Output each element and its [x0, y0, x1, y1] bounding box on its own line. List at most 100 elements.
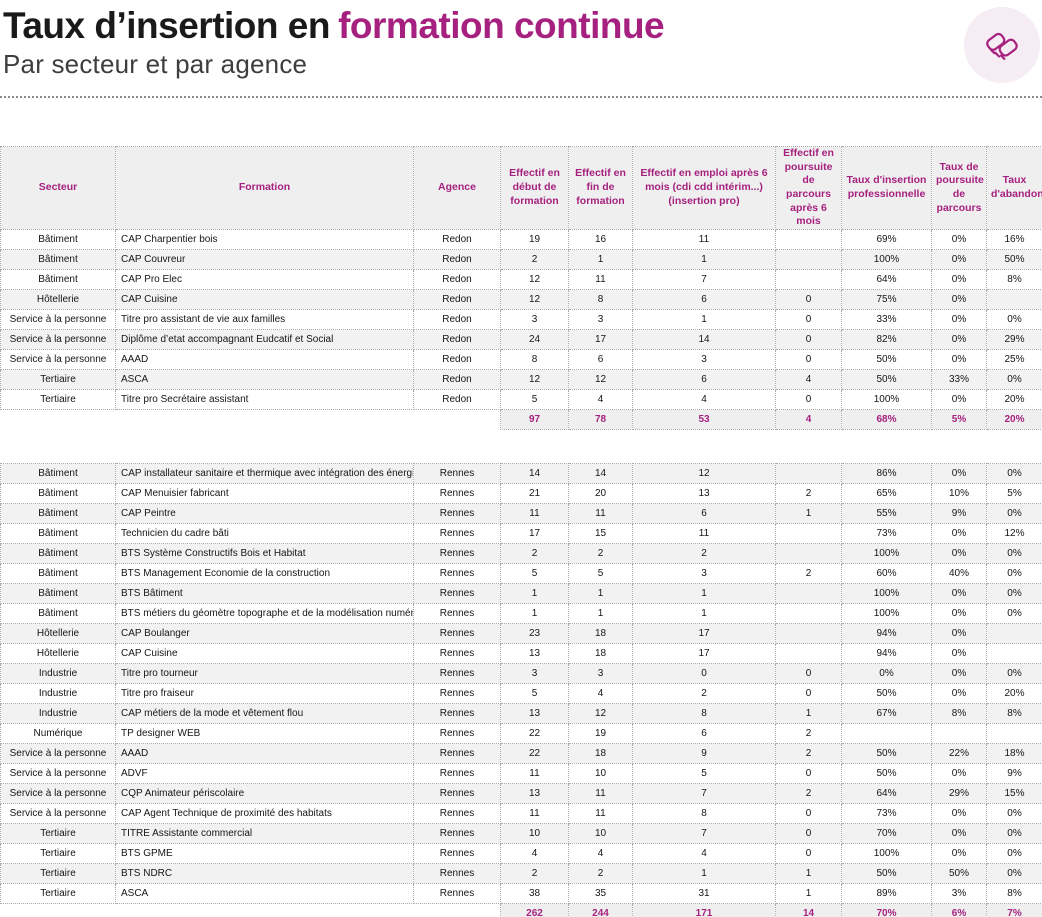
cell-formation: CAP installateur sanitaire et thermique … [115, 462, 414, 484]
cell-effectif-poursuite: 4 [775, 368, 842, 390]
table-row: Industrie Titre pro tourneur Rennes 3 3 0 0 0% 0… [0, 662, 1042, 684]
table-row: Hôtellerie CAP Cuisine Redon 12 8 6 0 75% 0% [0, 288, 1042, 310]
cell-formation: BTS GPME [115, 842, 414, 864]
cell-effectif-emploi: 2 [632, 682, 776, 704]
cell-secteur: Service à la personne [0, 762, 116, 784]
table-row: Bâtiment BTS métiers du géomètre topograp… [0, 602, 1042, 624]
cell-effectif-poursuite [775, 622, 842, 644]
cell-secteur: Hôtellerie [0, 622, 116, 644]
cell-taux-abandon: 0% [986, 368, 1042, 390]
report-header: Taux d’insertion en formation continue Pa… [0, 0, 1042, 87]
total-effectif-debut: 262 [500, 902, 569, 917]
cell-agence: Rennes [413, 682, 501, 704]
cell-effectif-poursuite [775, 462, 842, 484]
table-row: Hôtellerie CAP Cuisine Rennes 13 18 17 94% 0% [0, 642, 1042, 664]
cell-taux-insertion: 94% [841, 642, 932, 664]
cell-taux-insertion: 64% [841, 782, 932, 804]
handshake-icon [964, 7, 1040, 83]
cell-taux-insertion: 50% [841, 348, 932, 370]
cell-agence: Rennes [413, 462, 501, 484]
cell-formation: CAP Cuisine [115, 642, 414, 664]
column-header-formation: Formation [115, 146, 414, 230]
cell-formation: TITRE Assistante commercial [115, 822, 414, 844]
cell-effectif-emploi: 6 [632, 502, 776, 524]
table-row: Bâtiment CAP Peintre Rennes 11 11 6 1 55% 9% 0% [0, 502, 1042, 524]
total-row: 97 78 53 4 68% 5% 20% [0, 408, 1042, 430]
cell-effectif-fin: 11 [568, 502, 633, 524]
cell-agence: Rennes [413, 862, 501, 884]
cell-effectif-poursuite: 0 [775, 822, 842, 844]
table-row: Industrie CAP métiers de la mode et vêtem… [0, 702, 1042, 724]
column-header-taux-abandon: Taux d'abandon [986, 146, 1042, 230]
total-taux-abandon: 20% [986, 408, 1042, 430]
cell-agence: Rennes [413, 482, 501, 504]
cell-secteur: Bâtiment [0, 462, 116, 484]
cell-taux-abandon [986, 642, 1042, 664]
cell-formation: CAP Charpentier bois [115, 228, 414, 250]
cell-secteur: Service à la personne [0, 782, 116, 804]
total-taux-insertion: 70% [841, 902, 932, 917]
cell-taux-insertion: 50% [841, 742, 932, 764]
table-row: Numérique TP designer WEB Rennes 22 19 6 2 [0, 722, 1042, 744]
cell-formation: Diplôme d’etat accompagnant Eudcatif et … [115, 328, 414, 350]
cell-effectif-debut: 4 [500, 842, 569, 864]
cell-formation: TP designer WEB [115, 722, 414, 744]
table-row: Bâtiment BTS Bâtiment Rennes 1 1 1 100% 0% 0% [0, 582, 1042, 604]
cell-effectif-fin: 4 [568, 842, 633, 864]
cell-effectif-poursuite [775, 228, 842, 250]
cell-effectif-fin: 17 [568, 328, 633, 350]
total-effectif-emploi: 53 [632, 408, 776, 430]
cell-taux-abandon: 0% [986, 582, 1042, 604]
table-row: Bâtiment BTS Système Constructifs Bois et… [0, 542, 1042, 564]
page-title-main: Taux d’insertion en [3, 5, 330, 46]
cell-taux-abandon: 20% [986, 388, 1042, 410]
cell-secteur: Hôtellerie [0, 288, 116, 310]
cell-effectif-debut: 2 [500, 248, 569, 270]
cell-effectif-debut: 5 [500, 562, 569, 584]
cell-formation: BTS métiers du géomètre topographe et de… [115, 602, 414, 624]
page-title: Taux d’insertion en formation continue [0, 0, 1042, 48]
cell-taux-abandon: 29% [986, 328, 1042, 350]
cell-secteur: Tertiaire [0, 388, 116, 410]
cell-taux-insertion: 73% [841, 522, 932, 544]
table-agency-redon: Secteur Formation Agence Effectif en déb… [0, 146, 1042, 430]
cell-effectif-debut: 8 [500, 348, 569, 370]
column-header-effectif-debut: Effectif en début de formation [500, 146, 569, 230]
cell-effectif-debut: 14 [500, 462, 569, 484]
cell-agence: Rennes [413, 522, 501, 544]
cell-agence: Rennes [413, 602, 501, 624]
cell-effectif-emploi: 1 [632, 308, 776, 330]
cell-taux-abandon: 0% [986, 662, 1042, 684]
cell-effectif-emploi: 8 [632, 802, 776, 824]
cell-secteur: Bâtiment [0, 562, 116, 584]
cell-effectif-fin: 15 [568, 522, 633, 544]
table-row: Service à la personne Titre pro assistant… [0, 308, 1042, 330]
cell-taux-poursuite: 0% [931, 662, 987, 684]
cell-taux-insertion: 70% [841, 822, 932, 844]
cell-taux-poursuite: 0% [931, 288, 987, 310]
total-taux-poursuite: 6% [931, 902, 987, 917]
separator-line [0, 96, 1042, 98]
column-header-secteur: Secteur [0, 146, 116, 230]
cell-effectif-poursuite [775, 522, 842, 544]
page-title-accent: formation continue [338, 5, 665, 46]
cell-effectif-emploi: 2 [632, 542, 776, 564]
cell-effectif-debut: 1 [500, 602, 569, 624]
table-row: Service à la personne CAP Agent Technique… [0, 802, 1042, 824]
cell-effectif-fin: 18 [568, 742, 633, 764]
cell-taux-poursuite: 0% [931, 248, 987, 270]
cell-taux-insertion: 73% [841, 802, 932, 824]
cell-effectif-fin: 4 [568, 682, 633, 704]
total-effectif-poursuite: 14 [775, 902, 842, 917]
cell-agence: Redon [413, 228, 501, 250]
cell-taux-insertion: 69% [841, 228, 932, 250]
cell-taux-abandon: 12% [986, 522, 1042, 544]
cell-effectif-fin: 3 [568, 662, 633, 684]
cell-effectif-emploi: 4 [632, 388, 776, 410]
cell-agence: Rennes [413, 742, 501, 764]
cell-effectif-emploi: 3 [632, 562, 776, 584]
cell-effectif-poursuite [775, 642, 842, 664]
total-effectif-poursuite: 4 [775, 408, 842, 430]
cell-secteur: Industrie [0, 702, 116, 724]
